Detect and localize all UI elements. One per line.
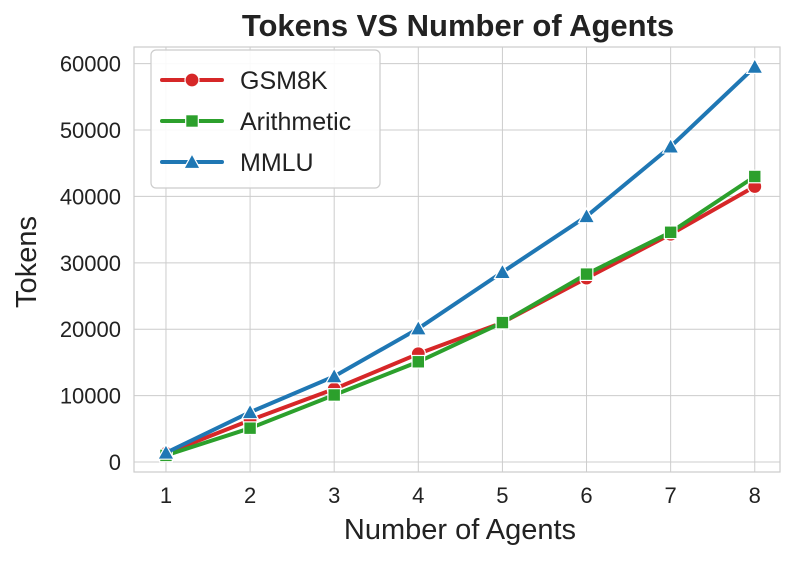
x-tick-label: 4 xyxy=(412,483,424,508)
x-axis-label: Number of Agents xyxy=(344,514,576,546)
data-point-arithmetic xyxy=(327,388,342,402)
data-point-mmlu xyxy=(156,443,176,460)
legend-label-arithmetic: Arithmetic xyxy=(240,108,351,136)
y-tick-label: 10000 xyxy=(60,384,121,409)
data-point-arithmetic xyxy=(495,315,510,330)
y-tick-label: 60000 xyxy=(60,52,121,77)
legend-marker-gsm8k xyxy=(184,72,200,88)
y-tick-label: 50000 xyxy=(60,118,121,143)
plot-frame xyxy=(133,46,781,473)
tick-labels: 1 2 3 4 5 6 7 8 0 10000 20000 30000 40000 50000 60000 xyxy=(60,52,761,508)
y-tick-label: 40000 xyxy=(60,184,121,209)
data-point-arithmetic xyxy=(663,225,678,240)
grid xyxy=(134,47,780,472)
data-point-mmlu xyxy=(577,207,596,224)
legend-item-gsm8k: GSM8K xyxy=(160,67,328,95)
legend-label-mmlu: MMLU xyxy=(240,149,314,177)
x-tick-label: 6 xyxy=(580,483,592,508)
series-arithmetic xyxy=(159,169,762,463)
x-tick-label: 8 xyxy=(749,483,761,508)
data-point-arithmetic xyxy=(411,354,426,369)
legend-item-arithmetic: Arithmetic xyxy=(160,108,351,136)
data-point-mmlu xyxy=(325,367,344,384)
series-line-gsm8k xyxy=(163,184,757,456)
data-point-arithmetic xyxy=(747,169,762,184)
series-mmlu xyxy=(156,57,764,460)
series-line-mmlu xyxy=(163,64,757,455)
data-point-mmlu xyxy=(493,262,512,280)
data-point-mmlu xyxy=(745,57,764,74)
x-tick-label: 2 xyxy=(244,483,256,508)
y-axis-label: Tokens xyxy=(11,216,43,308)
legend-marker-mmlu xyxy=(182,152,202,170)
data-point-arithmetic xyxy=(243,421,257,436)
y-tick-label: 0 xyxy=(109,450,121,475)
series-line-arithmetic xyxy=(163,174,757,458)
y-tick-label: 20000 xyxy=(60,317,121,342)
legend-box xyxy=(150,49,381,189)
x-tick-label: 3 xyxy=(328,483,340,508)
series-layer xyxy=(156,57,764,463)
legend-item-mmlu: MMLU xyxy=(160,149,314,177)
y-tick-label: 30000 xyxy=(60,251,121,276)
x-tick-label: 5 xyxy=(496,483,508,508)
data-point-mmlu xyxy=(661,137,680,154)
chart-title: Tokens VS Number of Agents xyxy=(242,8,674,43)
legend: GSM8K Arithmetic MMLU xyxy=(150,49,381,189)
legend-label-gsm8k: GSM8K xyxy=(240,67,328,95)
legend-marker-arithmetic xyxy=(185,114,199,128)
x-tick-label: 1 xyxy=(160,483,172,508)
data-point-mmlu xyxy=(409,319,428,336)
x-tick-label: 7 xyxy=(665,483,677,508)
data-point-mmlu xyxy=(241,402,260,420)
data-point-arithmetic xyxy=(579,267,594,282)
